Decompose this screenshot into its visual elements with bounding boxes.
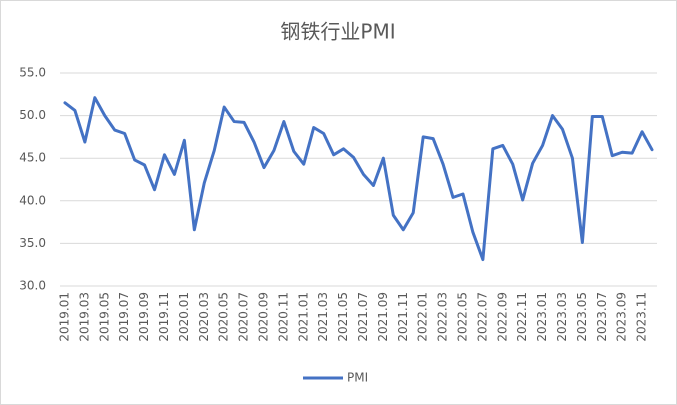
y-tick-label: 50.0 bbox=[19, 108, 46, 122]
x-tick-label: 2021.03 bbox=[316, 292, 330, 342]
x-tick-label: 2021.09 bbox=[376, 292, 390, 342]
x-tick-label: 2020.09 bbox=[256, 292, 270, 342]
x-tick-label: 2022.01 bbox=[416, 292, 430, 342]
y-tick-label: 45.0 bbox=[19, 151, 46, 165]
x-tick-label: 2022.09 bbox=[495, 292, 509, 342]
x-tick-label: 2022.11 bbox=[515, 292, 529, 342]
x-tick-label: 2022.05 bbox=[455, 292, 469, 342]
x-tick-label: 2021.11 bbox=[396, 292, 410, 342]
x-tick-label: 2023.07 bbox=[595, 292, 609, 342]
x-tick-label: 2023.01 bbox=[535, 292, 549, 342]
x-tick-label: 2021.07 bbox=[356, 292, 370, 342]
x-tick-label: 2022.03 bbox=[436, 292, 450, 342]
x-tick-label: 2020.07 bbox=[237, 292, 251, 342]
x-tick-label: 2020.05 bbox=[217, 292, 231, 342]
x-tick-label: 2023.03 bbox=[555, 292, 569, 342]
x-tick-label: 2019.03 bbox=[77, 292, 91, 342]
data-line bbox=[63, 96, 654, 262]
x-tick-label: 2023.11 bbox=[635, 292, 649, 342]
x-tick-label: 2019.11 bbox=[157, 292, 171, 342]
y-tick-label: 55.0 bbox=[19, 66, 46, 80]
x-tick-label: 2019.01 bbox=[57, 292, 71, 342]
x-tick-label: 2020.11 bbox=[276, 292, 290, 342]
chart-title: 钢铁行业PMI bbox=[280, 20, 395, 44]
x-tick-label: 2023.09 bbox=[615, 292, 629, 342]
x-tick-label: 2019.05 bbox=[97, 292, 111, 342]
x-tick-label: 2022.07 bbox=[475, 292, 489, 342]
x-tick-label: 2021.05 bbox=[336, 292, 350, 342]
x-tick-label: 2020.03 bbox=[197, 292, 211, 342]
x-tick-label: 2023.05 bbox=[575, 292, 589, 342]
y-tick-label: 30.0 bbox=[19, 279, 46, 293]
y-tick-label: 35.0 bbox=[19, 236, 46, 250]
x-tick-label: 2019.09 bbox=[137, 292, 151, 342]
y-tick-label: 40.0 bbox=[19, 193, 46, 207]
x-tick-label: 2020.01 bbox=[177, 292, 191, 342]
x-tick-label: 2021.01 bbox=[296, 292, 310, 342]
legend-label: PMI bbox=[347, 371, 368, 385]
x-tick-label: 2019.07 bbox=[117, 292, 131, 342]
